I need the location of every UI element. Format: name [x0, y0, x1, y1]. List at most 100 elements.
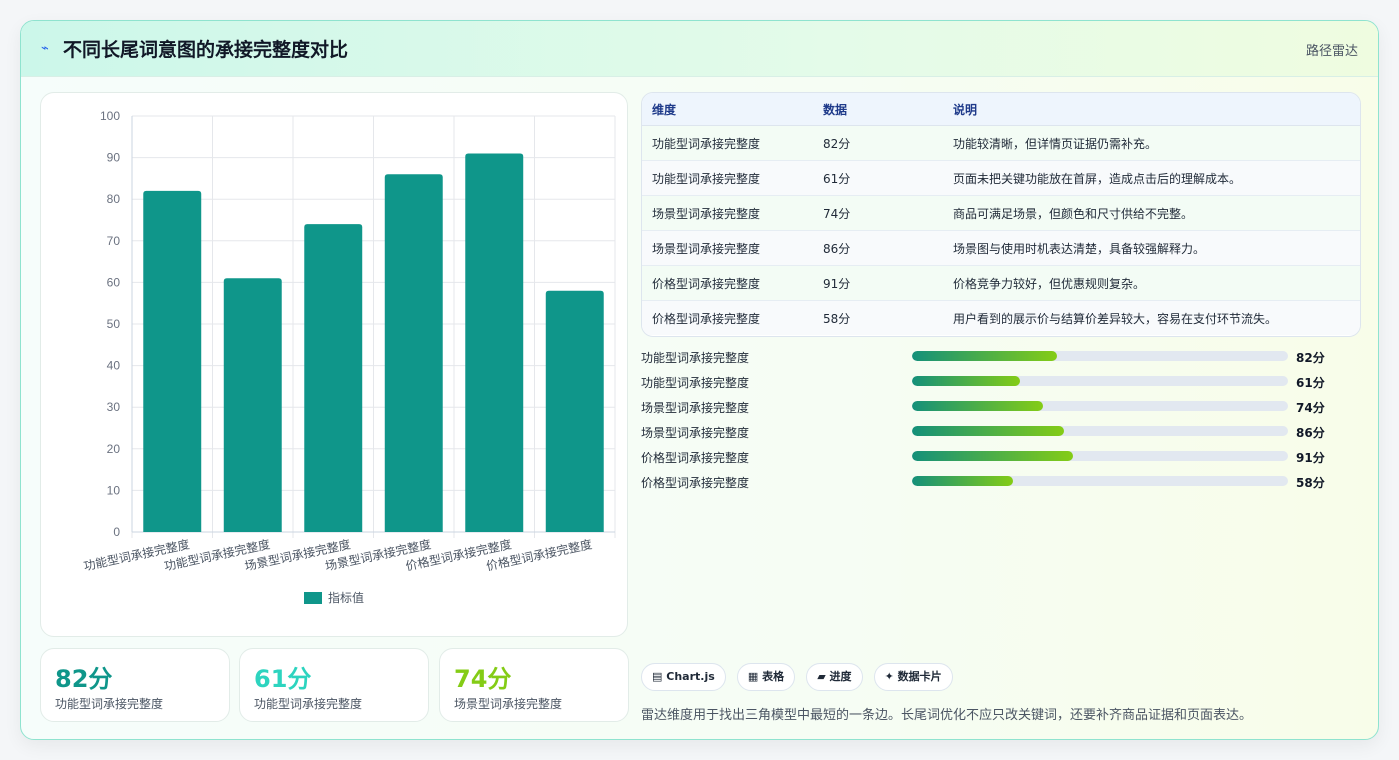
bar: [465, 153, 524, 532]
bar: [223, 278, 282, 532]
table-row: 场景型词承接完整度 86分 场景图与使用时机表达清楚，具备较强解释力。: [642, 230, 1360, 266]
progress-value: 86分: [1296, 426, 1325, 440]
header-tag: 路径雷达: [1305, 44, 1358, 59]
progress-fill: [912, 426, 1064, 436]
table-cell: 61分: [813, 160, 943, 196]
bar-chart: 0102030405060708090100功能型词承接完整度功能型词承接完整度…: [82, 109, 616, 605]
table-cell: 页面未把关键功能放在首屏，造成点击后的理解成本。: [943, 160, 1360, 196]
progress-list: 功能型词承接完整度 82分 功能型词承接完整度 61分 场景型词承接完整度 74…: [641, 346, 1341, 496]
y-tick-label: 40: [107, 359, 121, 373]
progress-row: 价格型词承接完整度 58分: [641, 471, 1341, 496]
y-tick-label: 100: [100, 109, 120, 123]
legend-label: 指标值: [328, 590, 364, 605]
progress-fill: [912, 451, 1073, 461]
progress-label: 价格型词承接完整度: [641, 476, 750, 490]
header: ⌁ 不同长尾词意图的承接完整度对比 路径雷达: [21, 21, 1378, 77]
bar: [545, 290, 604, 532]
chip-chartjs[interactable]: ▤ Chart.js: [641, 663, 726, 691]
sparkle-icon: ✦: [884, 670, 894, 683]
pulse-icon: ⌁: [41, 41, 49, 56]
table-header-cell: 维度: [642, 93, 813, 126]
progress-fill: [912, 351, 1057, 361]
data-table: 维度 数据 说明 功能型词承接完整度 82分 功能较清晰，但详情页证据仍需补充。…: [641, 92, 1361, 337]
tag-chips: ▤ Chart.js ▦ 表格 ▰ 进度 ✦ 数据卡片: [641, 663, 959, 691]
table-cell: 91分: [813, 265, 943, 301]
chip-label: 进度: [829, 670, 852, 683]
y-tick-label: 50: [107, 317, 121, 331]
y-tick-label: 80: [107, 192, 121, 206]
chip-data-card[interactable]: ✦ 数据卡片: [873, 663, 953, 691]
progress-icon: ▰: [817, 670, 826, 683]
chip-table[interactable]: ▦ 表格: [736, 663, 796, 691]
progress-value: 61分: [1296, 376, 1325, 390]
chart-icon: ▤: [652, 670, 663, 683]
y-tick-label: 60: [107, 275, 121, 289]
y-tick-label: 0: [113, 525, 120, 539]
kpi-card-2: 61分 功能型词承接完整度: [239, 648, 429, 722]
progress-value: 91分: [1296, 451, 1325, 465]
progress-fill: [912, 376, 1020, 386]
table-cell: 86分: [813, 230, 943, 266]
table-icon: ▦: [747, 670, 759, 683]
legend-swatch: [304, 592, 322, 604]
table-row: 价格型词承接完整度 58分 用户看到的展示价与结算价差异较大，容易在支付环节流失…: [642, 300, 1360, 335]
y-tick-label: 30: [107, 400, 121, 414]
bar: [384, 174, 443, 532]
progress-value: 58分: [1296, 476, 1325, 490]
bar: [143, 190, 202, 532]
progress-row: 功能型词承接完整度 82分: [641, 346, 1341, 371]
progress-track: [912, 401, 1288, 411]
chip-label: Chart.js: [666, 670, 715, 683]
progress-track: [912, 376, 1288, 386]
kpi-card-1: 82分 功能型词承接完整度: [40, 648, 230, 722]
table-cell: 价格型词承接完整度: [642, 265, 813, 301]
table-cell: 功能型词承接完整度: [642, 125, 813, 161]
footnote: 雷达维度用于找出三角模型中最短的一条边。长尾词优化不应只改关键词，还要补齐商品证…: [641, 708, 1253, 723]
progress-row: 场景型词承接完整度 74分: [641, 396, 1341, 421]
table-row: 价格型词承接完整度 91分 价格竞争力较好，但优惠规则复杂。: [642, 265, 1360, 301]
progress-track: [912, 476, 1288, 486]
progress-label: 功能型词承接完整度: [641, 376, 750, 390]
progress-label: 场景型词承接完整度: [641, 401, 750, 415]
y-tick-label: 70: [107, 234, 121, 248]
table-cell: 价格竞争力较好，但优惠规则复杂。: [943, 265, 1360, 301]
progress-row: 场景型词承接完整度 86分: [641, 421, 1341, 446]
table-row: 功能型词承接完整度 82分 功能较清晰，但详情页证据仍需补充。: [642, 125, 1360, 161]
progress-fill: [912, 401, 1043, 411]
table-header-row: 维度 数据 说明: [642, 93, 1360, 126]
dashboard-card: ⌁ 不同长尾词意图的承接完整度对比 路径雷达 0 10 20 30 40 50 60 70 80…: [20, 20, 1379, 740]
kpi-card-3: 74分 场景型词承接完整度: [439, 648, 629, 722]
progress-label: 价格型词承接完整度: [641, 451, 750, 465]
table-row: 功能型词承接完整度 61分 页面未把关键功能放在首屏，造成点击后的理解成本。: [642, 160, 1360, 196]
page-title: 不同长尾词意图的承接完整度对比: [63, 39, 349, 61]
table-cell: 功能型词承接完整度: [642, 160, 813, 196]
table-header-cell: 数据: [813, 93, 943, 126]
progress-value: 82分: [1296, 351, 1325, 365]
progress-track: [912, 426, 1288, 436]
kpi-value: 74分: [454, 665, 512, 693]
y-tick-label: 20: [107, 442, 121, 456]
chip-progress[interactable]: ▰ 进度: [806, 663, 863, 691]
progress-fill: [912, 476, 1013, 486]
table-cell: 场景型词承接完整度: [642, 230, 813, 266]
kpi-label: 场景型词承接完整度: [454, 697, 563, 711]
kpi-value: 82分: [55, 665, 113, 693]
table-header-cell: 说明: [943, 93, 1360, 126]
progress-track: [912, 451, 1288, 461]
table-cell: 商品可满足场景，但颜色和尺寸供给不完整。: [943, 195, 1360, 231]
progress-label: 场景型词承接完整度: [641, 426, 750, 440]
table-cell: 74分: [813, 195, 943, 231]
chip-label: 表格: [762, 670, 785, 683]
table-cell: 用户看到的展示价与结算价差异较大，容易在支付环节流失。: [943, 300, 1360, 335]
progress-value: 74分: [1296, 401, 1325, 415]
progress-row: 功能型词承接完整度 61分: [641, 371, 1341, 396]
kpi-value: 61分: [254, 665, 312, 693]
table-cell: 价格型词承接完整度: [642, 300, 813, 335]
chip-label: 数据卡片: [897, 670, 942, 683]
table-cell: 场景图与使用时机表达清楚，具备较强解释力。: [943, 230, 1360, 266]
table-cell: 82分: [813, 125, 943, 161]
table-cell: 58分: [813, 300, 943, 335]
y-tick-label: 90: [107, 151, 121, 165]
table-cell: 场景型词承接完整度: [642, 195, 813, 231]
progress-label: 功能型词承接完整度: [641, 351, 750, 365]
